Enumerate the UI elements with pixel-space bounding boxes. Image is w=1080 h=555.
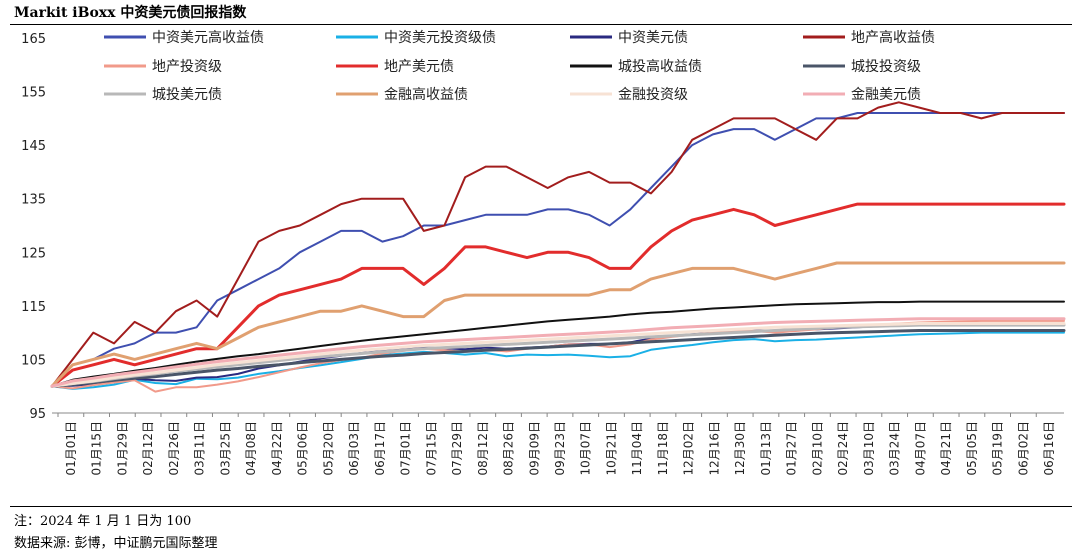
legend-label: 城投高收益债 bbox=[618, 58, 702, 75]
x-tick-label: 04月08日 bbox=[244, 421, 258, 476]
x-tick-label: 04月21日 bbox=[939, 421, 953, 476]
x-tick-label: 05月06日 bbox=[296, 421, 310, 476]
x-tick-label: 01月29日 bbox=[115, 421, 129, 476]
x-tick-label: 11月18日 bbox=[656, 421, 670, 476]
chart-axes: 95 105 115 125 135 145 155 165 01月01日 01月15日 01月29… bbox=[21, 32, 1064, 476]
series-line bbox=[51, 101, 1065, 388]
x-tick-label: 02月26日 bbox=[167, 421, 181, 476]
y-tick-label: 115 bbox=[21, 300, 46, 315]
chart-lines bbox=[50, 101, 1066, 393]
x-tick-label: 11月04日 bbox=[630, 421, 644, 476]
legend-label: 金融高收益债 bbox=[384, 86, 468, 103]
x-tick-label: 06月02日 bbox=[1016, 421, 1030, 476]
y-tick-label: 165 bbox=[21, 32, 46, 47]
legend-label: 城投美元债 bbox=[152, 87, 222, 103]
y-tick-label: 125 bbox=[21, 246, 46, 261]
chart-title: Markit iBoxx 中资美元债回报指数 bbox=[14, 5, 247, 21]
x-tick-label: 03月24日 bbox=[888, 421, 902, 476]
y-tick-label: 145 bbox=[21, 139, 46, 154]
footer-rule bbox=[10, 506, 1072, 507]
line-chart: 95 105 115 125 135 145 155 165 01月01日 01月15日 01月29… bbox=[21, 29, 1066, 476]
series-line bbox=[50, 317, 1066, 388]
x-tick-label: 06月17日 bbox=[373, 421, 387, 476]
series-line bbox=[50, 322, 1066, 388]
series-line bbox=[50, 202, 1066, 388]
x-tick-label: 09月09日 bbox=[527, 421, 541, 476]
x-tick-label: 12月02日 bbox=[682, 421, 696, 476]
x-tick-label: 01月27日 bbox=[785, 421, 799, 476]
x-tick-label: 12月30日 bbox=[733, 421, 747, 476]
series-line bbox=[50, 329, 1066, 388]
x-tick-label: 01月01日 bbox=[64, 421, 78, 476]
x-tick-label: 07月01日 bbox=[399, 421, 413, 476]
x-tick-label: 03月25日 bbox=[218, 421, 232, 476]
x-tick-label: 07月15日 bbox=[424, 421, 438, 476]
x-tick-label: 03月10日 bbox=[862, 421, 876, 476]
x-tick-label: 02月12日 bbox=[141, 421, 155, 476]
series-line bbox=[50, 323, 1066, 388]
title-rule bbox=[10, 24, 1072, 25]
x-tick-label: 10月07日 bbox=[579, 421, 593, 476]
x-tick-label: 05月05日 bbox=[965, 421, 979, 476]
x-tick-label: 01月15日 bbox=[90, 421, 104, 476]
y-tick-label: 105 bbox=[21, 353, 46, 368]
y-tick-label: 95 bbox=[29, 407, 46, 422]
series-line bbox=[51, 112, 1065, 388]
x-tick-label: 03月11日 bbox=[193, 421, 207, 476]
legend-label: 地产投资级 bbox=[152, 59, 222, 75]
footnote: 注：2024 年 1 月 1 日为 100 bbox=[14, 514, 192, 529]
series-line bbox=[50, 261, 1066, 388]
legend-label: 中资美元债 bbox=[618, 30, 688, 46]
legend-label: 地产美元债 bbox=[384, 59, 454, 75]
x-tick-label: 02月24日 bbox=[836, 421, 850, 476]
series-line bbox=[51, 331, 1065, 390]
x-tick-label: 08月26日 bbox=[502, 421, 516, 476]
x-tick-label: 01月13日 bbox=[759, 421, 773, 476]
x-tick-label: 04月22日 bbox=[270, 421, 284, 476]
legend-label: 金融投资级 bbox=[618, 87, 688, 103]
x-tick-label: 06月16日 bbox=[1042, 421, 1056, 476]
y-tick-label: 155 bbox=[21, 86, 46, 101]
legend-label: 城投投资级 bbox=[851, 59, 921, 75]
data-source: 数据来源: 彭博，中证鹏元国际整理 bbox=[14, 536, 218, 551]
x-tick-label: 04月07日 bbox=[913, 421, 927, 476]
x-tick-label: 08月12日 bbox=[476, 421, 490, 476]
legend-label: 地产高收益债 bbox=[851, 29, 935, 46]
x-tick-label: 07月29日 bbox=[450, 421, 464, 476]
x-tick-label: 09月23日 bbox=[553, 421, 567, 476]
x-tick-label: 05月20日 bbox=[321, 421, 335, 476]
x-tick-label: 06月03日 bbox=[347, 421, 361, 476]
x-tick-label: 02月10日 bbox=[810, 421, 824, 476]
x-tick-label: 12月16日 bbox=[707, 421, 721, 476]
legend-label: 中资美元投资级债 bbox=[384, 30, 496, 46]
legend-label: 中资美元高收益债 bbox=[152, 29, 264, 46]
legend-label: 金融美元债 bbox=[851, 87, 921, 103]
y-tick-label: 135 bbox=[21, 193, 46, 208]
series-line bbox=[51, 300, 1065, 388]
x-tick-label: 05月19日 bbox=[991, 421, 1005, 476]
x-tick-label: 10月21日 bbox=[604, 421, 618, 476]
